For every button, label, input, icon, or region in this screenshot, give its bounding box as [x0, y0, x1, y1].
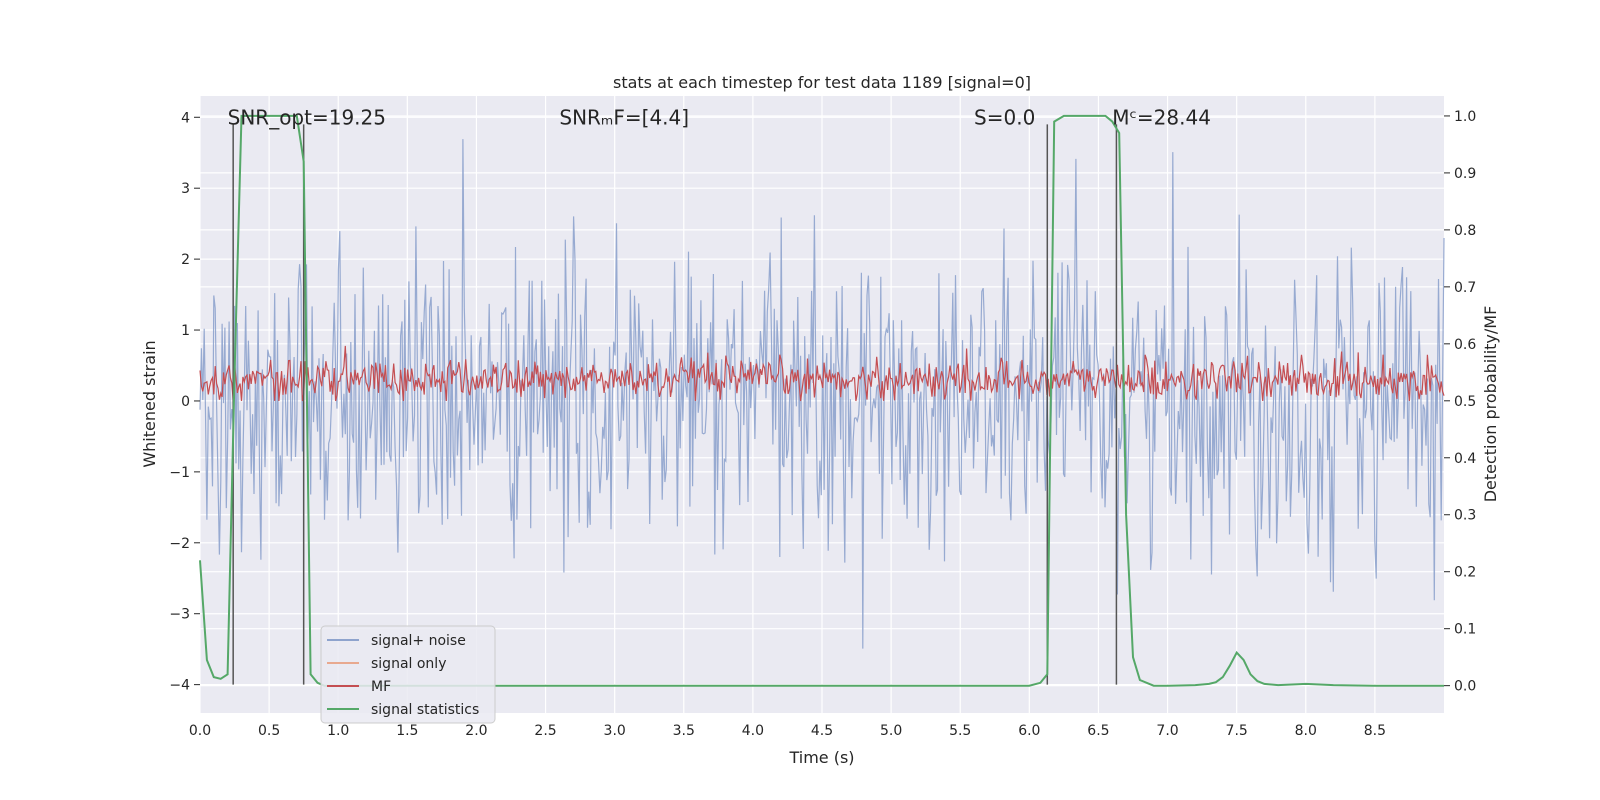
- y-axis-label: Whitened strain: [140, 340, 159, 467]
- y-tick-label-left-6: −2: [169, 536, 190, 552]
- x-tick-label-5: 2.5: [534, 723, 556, 739]
- x-tick-label-2: 1.0: [327, 723, 349, 739]
- y-tick-label-left-7: −3: [169, 607, 190, 623]
- annotation-0: SNR_opt=19.25: [228, 105, 386, 129]
- signal-noise-series: [199, 139, 1445, 649]
- x-tick-label-17: 8.5: [1364, 723, 1386, 739]
- legend: signal+ noise signal only MF signal stat…: [320, 625, 496, 724]
- y-tick-label-right-0: 1.0: [1454, 109, 1476, 125]
- y-tick-label-left-1: 3: [181, 181, 190, 197]
- x-tick-label-8: 4.0: [742, 723, 764, 739]
- x-tick-label-7: 3.5: [673, 723, 695, 739]
- y-tick-label-right-6: 0.4: [1454, 451, 1476, 467]
- x-tick-labels: 0.0 0.5 1.0 1.5 2.0 2.5 3.0 3.5 4.0 4.5 5.0 5.5 6.0 6…: [189, 723, 1386, 739]
- y-tick-label-left-5: −1: [169, 465, 190, 481]
- x-tick-label-0: 0.0: [189, 723, 211, 739]
- legend-label-signal-noise: signal+ noise: [371, 633, 466, 649]
- x-tick-label-1: 0.5: [258, 723, 280, 739]
- y-tick-label-right-3: 0.7: [1454, 280, 1476, 296]
- signal-statistics-line: [199, 114, 1444, 687]
- x-tick-label-11: 5.5: [949, 723, 971, 739]
- y-tick-label-right-5: 0.5: [1454, 394, 1476, 410]
- signal-noise-line: [199, 139, 1445, 649]
- x-tick-label-14: 7.0: [1156, 723, 1178, 739]
- y-tick-label-left-8: −4: [169, 678, 190, 694]
- mf-series: [199, 345, 1445, 402]
- annotations: SNR_opt=19.25 SNRₘF=[4.4] S=0.0 Mᶜ=28.44: [228, 105, 1211, 129]
- signal-statistics-series: [199, 114, 1444, 687]
- chart-title: stats at each timestep for test data 118…: [613, 73, 1031, 92]
- y-tick-labels-left: 4 3 2 1 0 −1 −2 −3 −4: [169, 110, 200, 694]
- y-tick-label-right-8: 0.2: [1454, 565, 1476, 581]
- annotation-2: S=0.0: [974, 105, 1035, 129]
- x-tick-label-12: 6.0: [1018, 723, 1040, 739]
- x-tick-label-15: 7.5: [1226, 723, 1248, 739]
- y-tick-label-right-7: 0.3: [1454, 508, 1476, 524]
- y-tick-label-right-9: 0.1: [1454, 622, 1476, 638]
- x-axis-label: Time (s): [788, 748, 854, 767]
- legend-label-signal-statistics: signal statistics: [371, 702, 479, 718]
- legend-box: [320, 625, 496, 724]
- y-axis-label-right: Detection probability/MF: [1481, 306, 1500, 503]
- annotation-1: SNRₘF=[4.4]: [559, 105, 689, 129]
- y-tick-label-right-2: 0.8: [1454, 223, 1476, 239]
- legend-label-mf: MF: [371, 679, 391, 695]
- x-tick-label-9: 4.5: [811, 723, 833, 739]
- y-tick-label-left-3: 1: [181, 323, 190, 339]
- y-tick-label-left-0: 4: [181, 110, 190, 126]
- y-tick-label-right-4: 0.6: [1454, 337, 1476, 353]
- y-tick-label-right-1: 0.9: [1454, 166, 1476, 182]
- x-tick-label-3: 1.5: [396, 723, 418, 739]
- y-tick-label-right-10: 0.0: [1454, 679, 1476, 695]
- x-tick-label-16: 8.0: [1295, 723, 1317, 739]
- x-tick-label-4: 2.0: [465, 723, 487, 739]
- mf-line: [199, 345, 1445, 402]
- x-tick-label-6: 3.0: [604, 723, 626, 739]
- y-tick-label-left-2: 2: [181, 252, 190, 268]
- legend-label-signal-only: signal only: [371, 656, 446, 672]
- y-tick-labels-right: 1.0 0.9 0.8 0.7 0.6 0.5 0.4 0.3 0.2 0.1 0.0: [1444, 109, 1476, 695]
- y-tick-label-left-4: 0: [181, 394, 190, 410]
- annotation-3: Mᶜ=28.44: [1112, 105, 1211, 129]
- x-tick-label-10: 5.0: [880, 723, 902, 739]
- x-tick-label-13: 6.5: [1087, 723, 1109, 739]
